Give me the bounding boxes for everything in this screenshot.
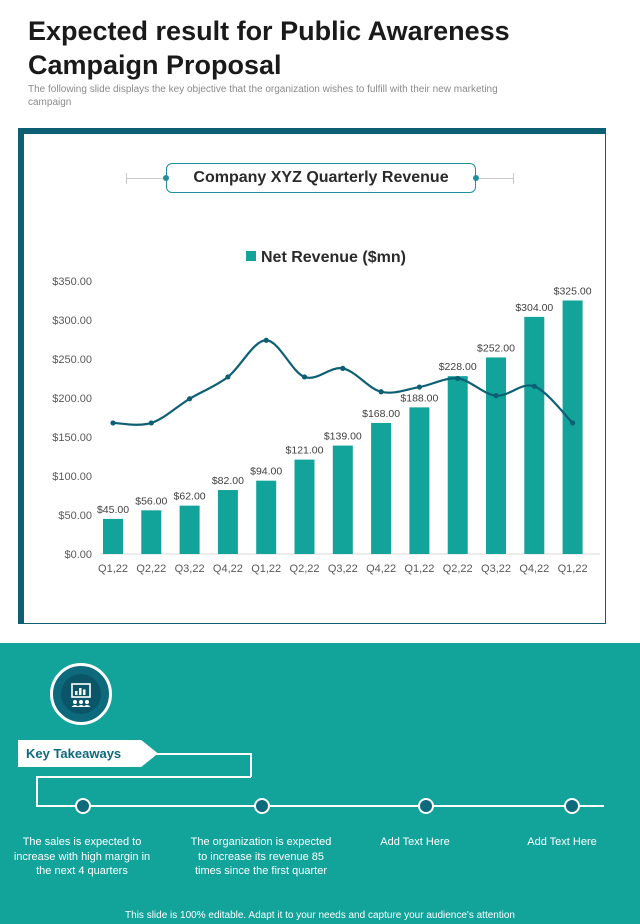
x-tick-label: Q3,22 (328, 563, 358, 575)
revenue-bar (524, 316, 545, 554)
timeline-dot-2 (254, 798, 270, 814)
trend-line-point (378, 389, 384, 395)
bar-data-label: $325.00 (554, 286, 592, 298)
x-tick-label: Q2,22 (136, 563, 166, 575)
takeaway-text-4: Add Text Here (527, 836, 597, 848)
bar-data-label: $121.00 (286, 445, 324, 457)
takeaway-text-1: The sales is expected to increase with h… (13, 836, 151, 877)
page-title: Expected result for Public Awareness Cam… (28, 16, 510, 80)
trend-line-point (416, 384, 422, 390)
x-tick-label: Q1,22 (98, 563, 128, 575)
chart-title-rule-right-tick (513, 173, 514, 184)
revenue-chart: $0.00 $50.00 $100.00 $150.00 $200.00 $250.00 $… (52, 276, 600, 575)
takeaway-text-3: Add Text Here (380, 836, 450, 848)
trend-line-point (148, 420, 154, 426)
trend-line-point (301, 374, 308, 380)
chart-title-right-dot (473, 175, 479, 181)
revenue-bar (103, 518, 123, 554)
x-tick-label: Q2,22 (290, 563, 320, 575)
bar-data-label: $139.00 (324, 431, 362, 443)
bar-data-label: $188.00 (400, 392, 438, 404)
revenue-bar (371, 422, 392, 554)
x-tick-label: Q1,22 (251, 563, 281, 575)
revenue-bar (256, 480, 277, 554)
footer-note: This slide is 100% editable. Adapt it to… (125, 910, 515, 921)
revenue-bar (486, 357, 506, 554)
revenue-bar (179, 505, 200, 554)
takeaways-connector-mid (36, 776, 251, 778)
trend-line-point (531, 383, 537, 389)
bar-data-label: $252.00 (477, 342, 515, 354)
trend-line-point (455, 375, 461, 382)
x-tick-label: Q3,22 (481, 563, 511, 575)
trend-line-point (570, 420, 576, 426)
timeline-dot-4 (564, 798, 580, 814)
legend-label: Net Revenue ($mn) (261, 249, 406, 266)
bar-data-label: $94.00 (250, 466, 282, 478)
revenue-bar (447, 376, 468, 554)
x-tick-label: Q4,22 (213, 563, 243, 575)
timeline-dot-3 (418, 798, 434, 814)
trend-line-point (110, 420, 116, 426)
y-tick-label: $250.00 (52, 354, 92, 366)
bar-data-label: $62.00 (174, 491, 206, 503)
revenue-bar (332, 445, 353, 554)
trend-line-point (187, 396, 193, 402)
bar-data-label: $56.00 (135, 495, 167, 507)
y-tick-label: $150.00 (52, 432, 92, 444)
y-tick-label: $0.00 (64, 549, 92, 561)
revenue-bar (294, 459, 315, 554)
bar-data-label: $168.00 (362, 408, 400, 420)
revenue-bar (562, 300, 583, 554)
revenue-bar (141, 510, 162, 554)
bar-data-label: $304.00 (515, 302, 553, 314)
trend-line-point (225, 374, 231, 380)
key-takeaways-heading: Key Takeaways (18, 740, 158, 767)
takeaways-connector-right (250, 753, 252, 777)
y-tick-label: $350.00 (52, 276, 92, 288)
x-tick-label: Q1,22 (404, 563, 434, 575)
revenue-bar (409, 407, 430, 554)
chart-title: Company XYZ Quarterly Revenue (166, 163, 476, 193)
x-tick-label: Q4,22 (519, 563, 549, 575)
bar-data-label: $228.00 (439, 361, 477, 373)
trend-line-point (263, 337, 269, 343)
chart-legend: Net Revenue ($mn) (246, 249, 406, 267)
chart-title-left-dot (163, 175, 169, 181)
x-tick-label: Q1,22 (558, 563, 588, 575)
y-tick-label: $200.00 (52, 393, 92, 405)
bar-data-label: $45.00 (97, 504, 129, 516)
timeline-dot-1 (75, 798, 91, 814)
legend-swatch (246, 251, 256, 261)
y-tick-label: $50.00 (58, 510, 92, 522)
timeline-line (36, 805, 604, 807)
trend-line-point (493, 393, 499, 399)
takeaway-text-2: The organization is expected to increase… (190, 836, 332, 877)
y-tick-label: $300.00 (52, 315, 92, 327)
trend-line-point (340, 365, 346, 371)
bar-data-label: $82.00 (212, 475, 244, 487)
x-tick-label: Q2,22 (443, 563, 473, 575)
page-subtitle: The following slide displays the key obj… (28, 84, 498, 108)
revenue-bar (217, 490, 238, 554)
x-tick-label: Q4,22 (366, 563, 396, 575)
presentation-chart-icon (50, 663, 112, 725)
y-tick-label: $100.00 (52, 471, 92, 483)
x-tick-label: Q3,22 (175, 563, 205, 575)
takeaways-connector-left (36, 776, 38, 806)
chart-title-rule-left-tick (126, 173, 127, 184)
